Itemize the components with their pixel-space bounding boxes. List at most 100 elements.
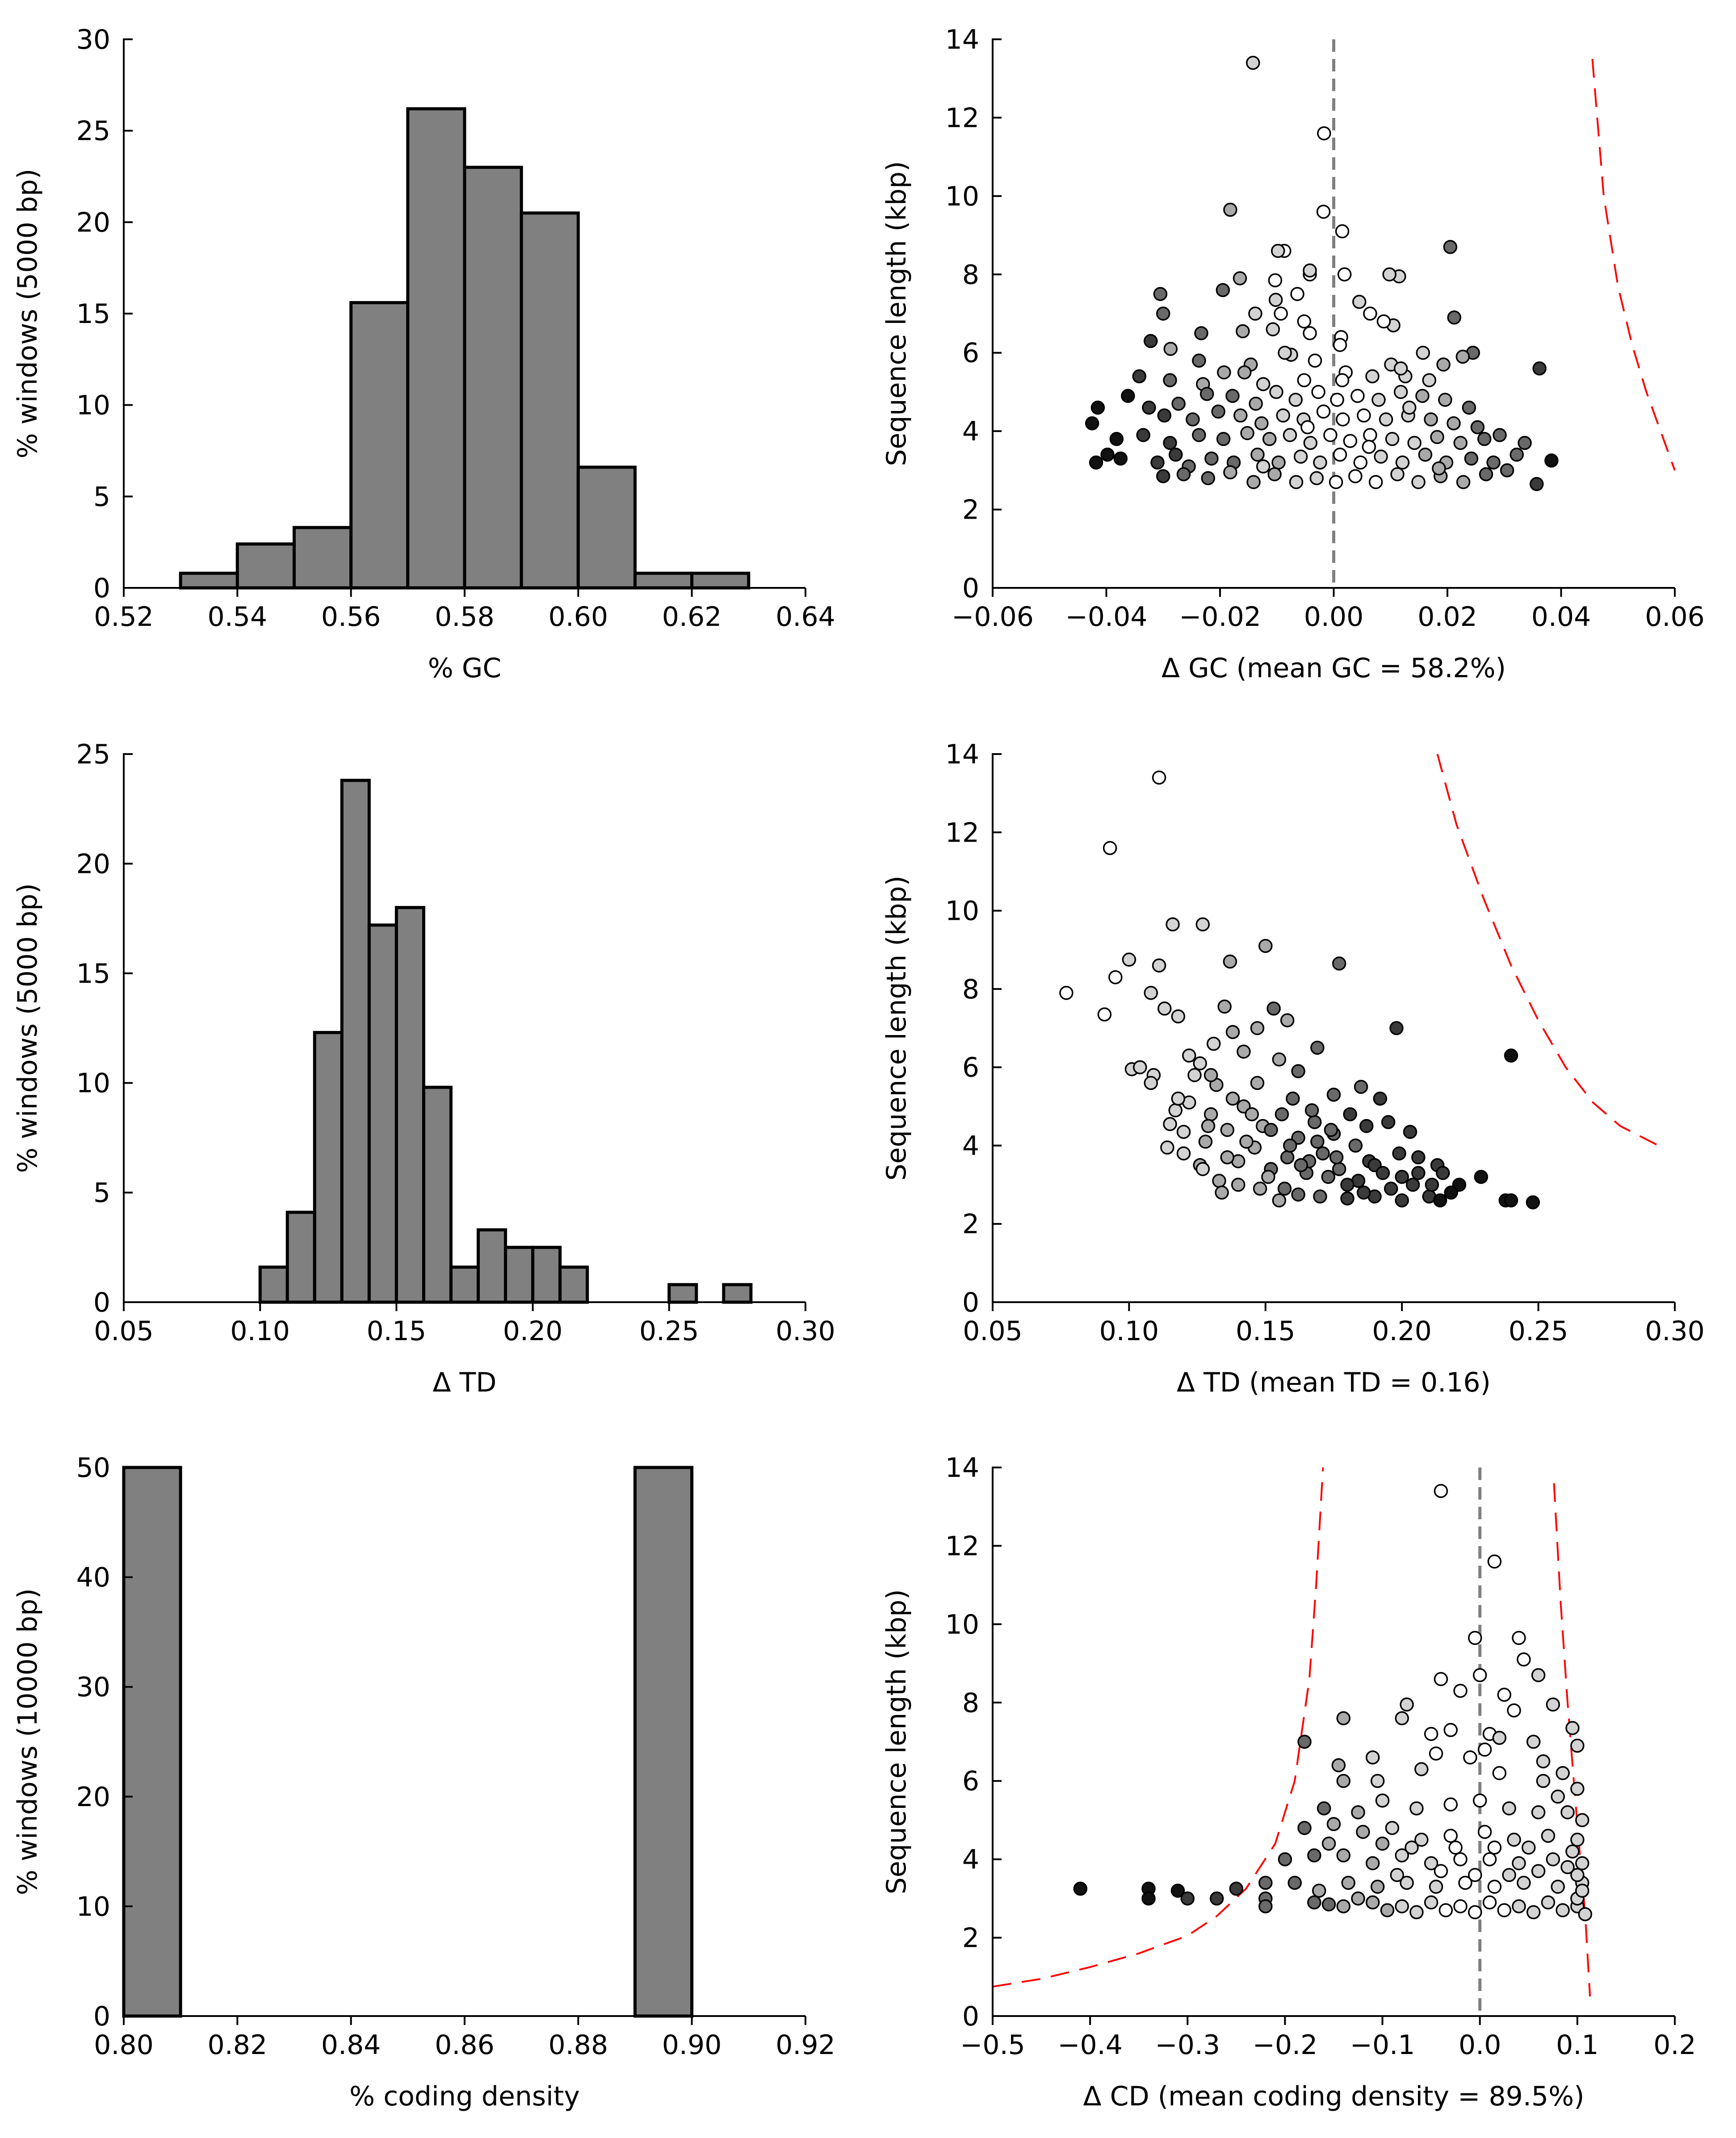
y-tick-label: 6	[962, 1052, 979, 1083]
data-point	[1575, 1856, 1589, 1870]
data-point	[1487, 1554, 1502, 1569]
data-point	[1411, 1150, 1426, 1165]
x-tick-label: 0.20	[1372, 1316, 1432, 1347]
y-tick-label: 14	[945, 24, 979, 55]
x-tick-label: 0.30	[776, 1316, 835, 1347]
data-point	[1389, 1021, 1404, 1035]
data-point	[1153, 287, 1168, 301]
data-point	[1303, 326, 1317, 340]
data-point	[1160, 1140, 1174, 1155]
data-point	[1186, 412, 1200, 427]
x-axis-label: Δ CD (mean coding density = 89.5%)	[1083, 2081, 1585, 2112]
data-point	[1089, 455, 1103, 470]
data-point	[1199, 387, 1214, 401]
data-point	[1411, 1166, 1426, 1180]
y-tick-label: 20	[76, 207, 110, 238]
data-point	[1551, 1879, 1565, 1894]
data-point	[1458, 1876, 1472, 1890]
data-point	[1323, 428, 1338, 442]
x-axis-label: Δ TD	[433, 1367, 497, 1398]
data-point	[1507, 1832, 1521, 1847]
data-point	[1321, 1836, 1336, 1851]
data-point	[1517, 1876, 1531, 1890]
data-point	[1256, 459, 1271, 474]
data-point	[1500, 463, 1514, 478]
data-point	[1443, 1828, 1458, 1843]
data-point	[1316, 404, 1331, 419]
data-point	[1424, 412, 1438, 427]
data-point	[1395, 1711, 1409, 1726]
x-tick-label: 0.58	[435, 601, 495, 633]
data-point	[1556, 1903, 1570, 1917]
y-tick-label: 50	[76, 1452, 110, 1484]
x-tick-label: 0.62	[662, 601, 722, 633]
data-point	[1447, 416, 1461, 431]
data-point	[1248, 306, 1262, 321]
data-point	[1507, 1703, 1521, 1718]
data-point	[1405, 1178, 1420, 1192]
data-point	[1171, 1009, 1186, 1023]
data-point	[1348, 469, 1363, 483]
data-point	[1541, 1828, 1556, 1843]
data-point	[1336, 1773, 1351, 1788]
x-tick-label: 0.90	[662, 2029, 722, 2061]
y-tick-label: 12	[945, 102, 979, 134]
y-tick-label: 0	[93, 573, 110, 604]
data-point	[1432, 461, 1446, 476]
data-point	[1395, 1193, 1409, 1207]
data-point	[1512, 1899, 1526, 1914]
y-tick-label: 40	[76, 1562, 110, 1593]
data-point	[1336, 1848, 1351, 1863]
data-point	[1565, 1721, 1580, 1736]
x-tick-label: 0.60	[549, 601, 608, 633]
data-point	[1429, 1879, 1443, 1894]
y-tick-label: 6	[962, 1766, 979, 1797]
data-point	[1381, 1115, 1396, 1129]
data-point	[1433, 1193, 1447, 1207]
x-tick-label: 0.20	[503, 1316, 563, 1347]
histogram-bar	[690, 571, 751, 590]
data-point	[1487, 1840, 1502, 1855]
data-point	[1472, 1793, 1487, 1808]
data-point	[1390, 1868, 1405, 1882]
data-point	[1416, 345, 1430, 360]
y-axis-label: Sequence length (kbp)	[881, 1589, 912, 1894]
histogram-bar	[520, 211, 580, 590]
td-scatter-panel: 0.05 0.10 0.15 0.20 0.25 0.30 0 2 4 6 8 10 12 14 Δ TD…	[881, 739, 1705, 1398]
data-point	[1269, 385, 1283, 399]
data-point	[1570, 1782, 1585, 1796]
x-tick-label: −0.1	[1350, 2029, 1415, 2061]
data-point	[1204, 451, 1219, 466]
y-tick-label: 10	[76, 1891, 110, 1922]
histogram-bar	[340, 779, 371, 1304]
data-point	[1477, 1742, 1492, 1757]
data-point	[1366, 1895, 1380, 1910]
data-point	[1271, 455, 1286, 470]
data-point	[1340, 1191, 1354, 1206]
data-point	[1262, 432, 1277, 446]
x-tick-label: −0.04	[1065, 601, 1148, 633]
data-point	[1530, 477, 1544, 491]
data-point	[1258, 1899, 1273, 1914]
data-point	[1142, 400, 1156, 415]
data-point	[1551, 1790, 1565, 1804]
y-tick-label: 30	[76, 24, 110, 55]
data-point	[1203, 1107, 1218, 1122]
data-point	[1225, 1025, 1240, 1040]
data-point	[1526, 1735, 1541, 1749]
data-point	[1316, 205, 1331, 219]
data-point	[1240, 426, 1254, 440]
data-point	[1541, 1895, 1556, 1910]
data-point	[1522, 1840, 1536, 1855]
gc-histogram-panel: 0.52 0.54 0.56 0.58 0.60 0.62 0.64 0 5 10 15 20 25 30…	[12, 24, 835, 684]
data-point	[1453, 1684, 1468, 1698]
data-point	[1163, 436, 1177, 450]
data-point	[1556, 1766, 1570, 1780]
data-point	[1409, 1905, 1424, 1920]
data-point	[1176, 1146, 1191, 1161]
data-point	[1374, 449, 1388, 464]
data-point	[1274, 306, 1288, 321]
data-point	[1544, 453, 1559, 468]
data-point	[1192, 353, 1206, 368]
